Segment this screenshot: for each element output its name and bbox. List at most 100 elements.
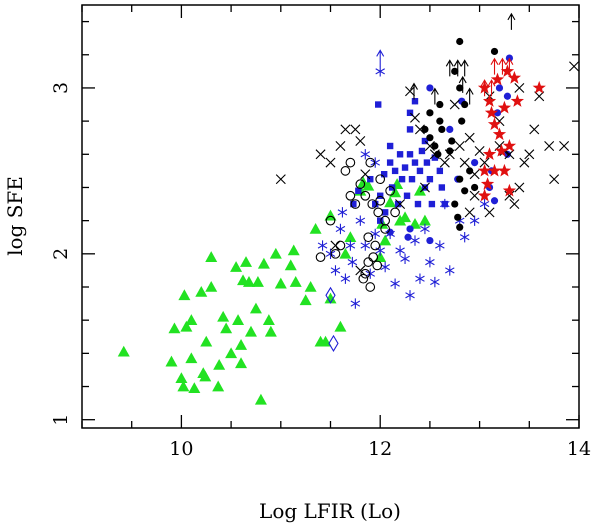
data-point-square [355, 187, 362, 194]
data-point-triangle [324, 292, 337, 304]
data-point-dot [495, 84, 504, 92]
data-point-triangle [394, 214, 407, 226]
data-point-triangle [205, 281, 218, 292]
data-point-dot [471, 158, 479, 167]
data-point-star [507, 71, 521, 84]
data-point-open-circle [355, 179, 366, 190]
y-axis-label: log SFE [3, 176, 27, 256]
data-point-asterisk [325, 248, 336, 260]
y-tick-label: 3 [50, 82, 72, 94]
data-point-square [416, 167, 424, 175]
data-point-asterisk [360, 149, 371, 160]
data-point-dot [426, 134, 434, 142]
data-point-triangle [399, 211, 412, 223]
data-point-square [391, 167, 399, 175]
data-point-asterisk [469, 215, 480, 226]
data-point-square [418, 147, 426, 155]
data-point-star [532, 80, 546, 94]
data-point-cross [569, 61, 580, 72]
data-point-triangle [220, 322, 233, 334]
data-point-cross [350, 124, 361, 135]
data-point-asterisk [330, 265, 341, 276]
data-point-asterisk [347, 256, 358, 268]
data-point-star [502, 183, 517, 197]
data-point-upper-limit-arrow [430, 87, 439, 105]
data-point-square [377, 217, 384, 224]
data-point-asterisk [415, 273, 425, 284]
data-point-square [401, 164, 409, 171]
data-point-upper-limit-arrow [453, 59, 462, 77]
data-point-triangle [180, 320, 193, 332]
data-point-dot [461, 187, 469, 195]
data-point-diamond [328, 334, 339, 352]
data-point-asterisk [430, 276, 440, 288]
data-point-triangle [178, 289, 191, 301]
data-point-square [436, 167, 444, 175]
data-point-triangle [413, 184, 426, 196]
data-point-asterisk [400, 253, 410, 264]
data-point-star [500, 64, 515, 77]
data-point-star [480, 177, 495, 190]
data-point-square [411, 98, 419, 105]
data-point-cross [429, 149, 440, 160]
data-point-triangle [262, 314, 275, 325]
data-point-star [477, 188, 492, 202]
data-point-asterisk [375, 66, 385, 77]
data-point-star [497, 100, 512, 114]
data-point-cross [474, 145, 485, 156]
data-point-triangle [309, 222, 322, 234]
data-point-cross [509, 199, 520, 210]
data-point-upper-limit-arrow [498, 57, 507, 75]
data-point-asterisk [420, 223, 430, 235]
data-point-cross [454, 141, 465, 151]
data-point-triangle [244, 325, 257, 337]
data-point-cross [484, 207, 495, 218]
data-point-asterisk [350, 298, 361, 309]
data-point-triangle [185, 352, 198, 364]
data-point-cross [410, 112, 420, 123]
data-point-dot [503, 92, 512, 100]
data-point-cross [355, 136, 366, 147]
data-point-triangle [235, 339, 248, 350]
data-point-square [426, 175, 434, 183]
data-point-square [408, 175, 416, 183]
data-point-square [398, 175, 406, 183]
data-point-dot [466, 167, 474, 175]
data-point-dot [461, 100, 469, 109]
data-point-square [411, 159, 419, 166]
data-point-open-circle [330, 248, 341, 259]
data-point-upper-limit-arrow [465, 87, 474, 105]
data-point-open-circle [315, 252, 326, 262]
data-point-upper-limit-arrow [505, 57, 514, 75]
x-tick-label: 14 [567, 438, 591, 460]
data-point-upper-limit-arrow [376, 49, 385, 67]
data-point-open-circle [365, 157, 376, 168]
data-point-square [431, 154, 439, 161]
data-point-cross [534, 91, 545, 102]
data-point-cross [504, 149, 515, 160]
data-point-cross [355, 265, 366, 276]
data-point-star [492, 127, 507, 141]
data-point-dot [448, 137, 456, 145]
x-tick-label: 10 [169, 438, 193, 460]
data-point-triangle [235, 357, 248, 369]
data-point-triangle [339, 247, 352, 259]
data-point-asterisk [340, 273, 351, 284]
data-point-triangle [205, 251, 218, 262]
data-point-dot [436, 100, 444, 109]
data-point-upper-limit-arrow [487, 79, 496, 97]
data-point-open-circle [390, 207, 400, 218]
data-point-star [482, 94, 497, 107]
data-point-triangle [251, 276, 264, 287]
data-marks [117, 12, 580, 405]
x-axis-label: Log LFIR (Lo) [259, 499, 401, 523]
data-point-dot [456, 175, 464, 183]
data-point-triangle [117, 345, 130, 357]
data-point-cross [469, 169, 480, 180]
data-point-cross [544, 141, 555, 151]
data-point-dot [426, 236, 434, 245]
data-point-cross [330, 240, 341, 251]
data-point-open-circle [375, 195, 386, 206]
data-point-cross [424, 141, 435, 151]
